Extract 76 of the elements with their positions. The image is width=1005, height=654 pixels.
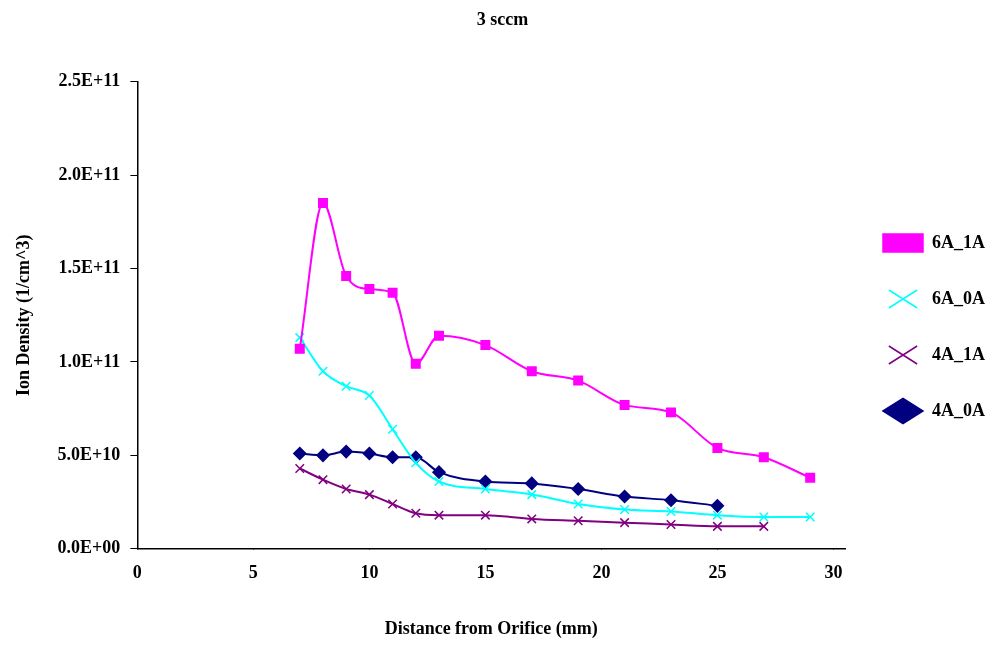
point bbox=[410, 457, 421, 468]
point bbox=[294, 332, 305, 343]
point bbox=[758, 512, 769, 523]
point bbox=[805, 472, 816, 483]
y-tick-label: 0.0E+00 bbox=[57, 537, 121, 558]
x-tick-label: 15 bbox=[476, 562, 495, 583]
point bbox=[712, 442, 723, 453]
point bbox=[619, 517, 630, 528]
point bbox=[758, 521, 769, 532]
point bbox=[710, 499, 725, 513]
point bbox=[617, 489, 632, 504]
y-tick-label: 2.0E+11 bbox=[58, 163, 121, 184]
point bbox=[480, 484, 491, 494]
point bbox=[317, 366, 328, 377]
point bbox=[573, 498, 584, 509]
x-tick-label: 0 bbox=[132, 562, 142, 583]
point bbox=[432, 465, 446, 479]
point bbox=[478, 474, 493, 489]
point bbox=[387, 287, 398, 298]
point bbox=[433, 476, 444, 487]
point bbox=[341, 484, 352, 494]
point bbox=[387, 498, 398, 509]
point bbox=[294, 463, 305, 474]
point bbox=[666, 519, 676, 530]
point bbox=[317, 474, 328, 485]
y-axis-title: Ion Density (1/cm^3) bbox=[13, 234, 35, 396]
point bbox=[364, 284, 375, 295]
point bbox=[317, 198, 328, 209]
legend-label: 6A_0A bbox=[932, 287, 985, 308]
point bbox=[433, 510, 444, 521]
x-tick-label: 20 bbox=[592, 562, 611, 583]
point bbox=[805, 512, 816, 523]
x-tick-label: 10 bbox=[360, 562, 379, 583]
legend-label: 4A_1A bbox=[932, 343, 985, 364]
point bbox=[480, 510, 491, 521]
point bbox=[364, 489, 375, 500]
point bbox=[573, 375, 584, 386]
point bbox=[410, 358, 421, 369]
point bbox=[480, 340, 491, 351]
point bbox=[526, 513, 537, 524]
point bbox=[341, 381, 352, 392]
point bbox=[362, 446, 377, 461]
x-axis-title: Distance from Orifice (mm) bbox=[384, 617, 598, 639]
y-tick-label: 5.0E+10 bbox=[57, 444, 121, 465]
point bbox=[339, 444, 353, 459]
point bbox=[293, 446, 307, 461]
point bbox=[387, 424, 398, 435]
point bbox=[619, 399, 630, 410]
point bbox=[573, 515, 584, 526]
point bbox=[712, 510, 723, 521]
point bbox=[364, 390, 375, 401]
point bbox=[664, 493, 678, 507]
x-tick-label: 30 bbox=[824, 562, 843, 583]
point bbox=[410, 508, 421, 519]
point bbox=[341, 270, 352, 281]
point bbox=[571, 482, 585, 496]
point bbox=[433, 330, 444, 341]
point bbox=[525, 476, 539, 491]
point bbox=[666, 506, 676, 517]
point bbox=[385, 450, 400, 464]
x-tick-label: 25 bbox=[708, 562, 727, 583]
x-tick-label: 5 bbox=[248, 562, 258, 583]
y-tick-label: 2.5E+11 bbox=[58, 70, 121, 91]
point bbox=[619, 504, 630, 515]
legend-label: 4A_0A bbox=[932, 399, 985, 420]
y-tick-label: 1.0E+11 bbox=[58, 350, 121, 371]
point bbox=[666, 407, 676, 418]
point bbox=[712, 521, 723, 532]
point bbox=[526, 366, 537, 377]
point bbox=[758, 452, 769, 463]
point bbox=[294, 343, 305, 354]
legend-label: 6A_1A bbox=[932, 231, 985, 252]
chart-title: 3 sccm bbox=[476, 9, 529, 30]
y-tick-label: 1.5E+11 bbox=[58, 257, 121, 278]
point bbox=[526, 489, 537, 500]
point bbox=[316, 448, 330, 463]
